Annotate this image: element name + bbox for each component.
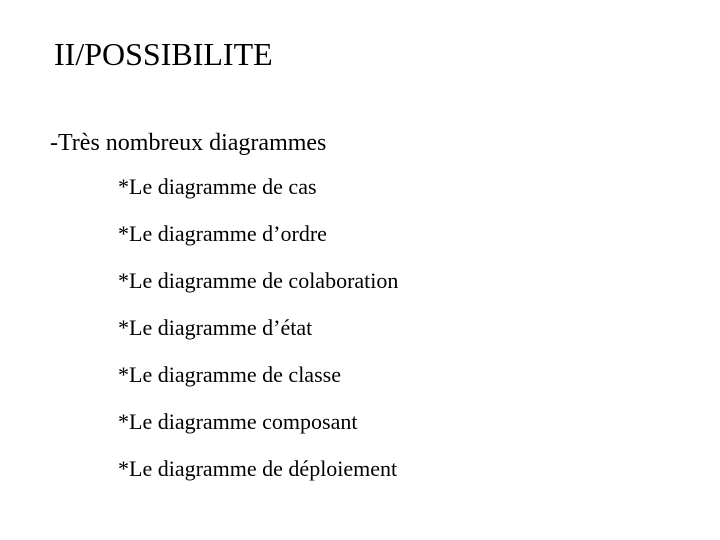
list-item: *Le diagramme de colaboration [118,270,398,292]
slide-title: II/POSSIBILITE [54,36,273,73]
item-list: *Le diagramme de cas *Le diagramme d’ord… [118,176,398,505]
list-item: *Le diagramme de cas [118,176,398,198]
list-item: *Le diagramme de déploiement [118,458,398,480]
list-item: *Le diagramme d’ordre [118,223,398,245]
list-item: *Le diagramme de classe [118,364,398,386]
slide: II/POSSIBILITE -Très nombreux diagrammes… [0,0,720,540]
list-item: *Le diagramme d’état [118,317,398,339]
slide-subtitle: -Très nombreux diagrammes [50,130,326,157]
list-item: *Le diagramme composant [118,411,398,433]
